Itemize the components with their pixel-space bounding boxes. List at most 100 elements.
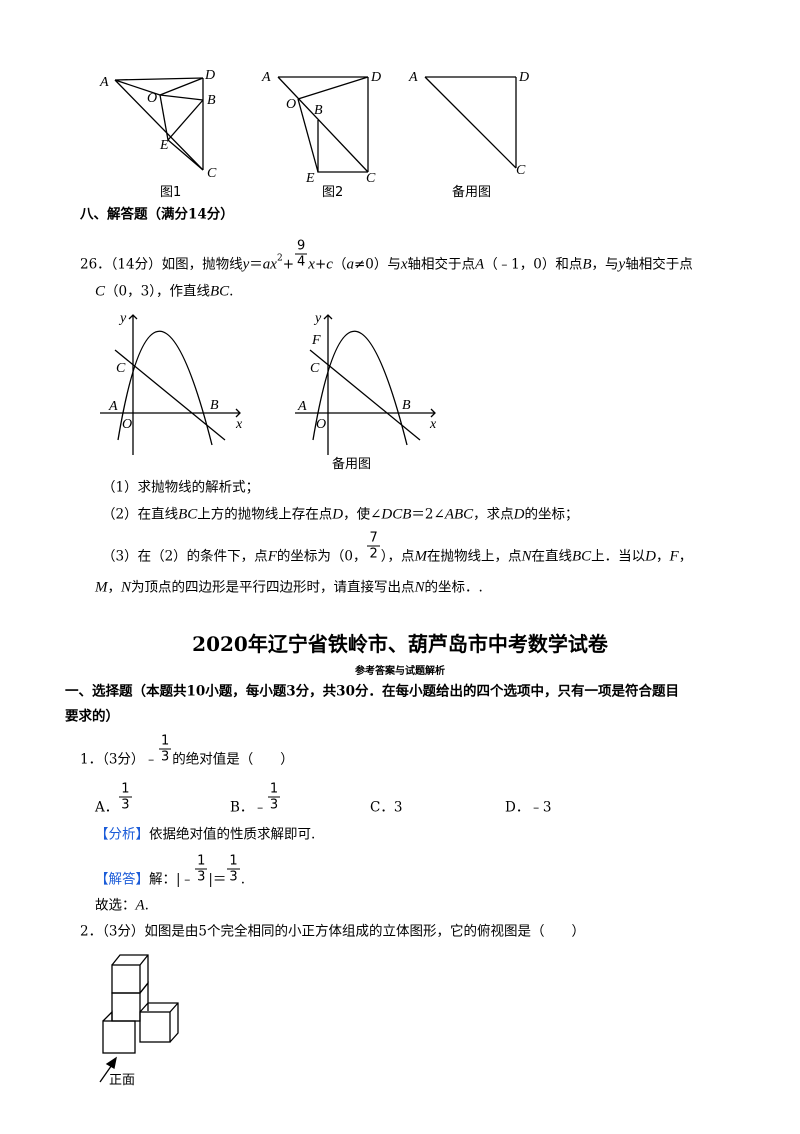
figure-label: B bbox=[210, 398, 219, 413]
figure-label: A bbox=[261, 70, 271, 85]
text: C．3 bbox=[370, 799, 403, 816]
text: 依据绝对值的性质求解即可. bbox=[149, 826, 316, 843]
figure-label: F bbox=[311, 333, 321, 348]
figure-label: B bbox=[207, 93, 216, 108]
numerator: 1 bbox=[267, 781, 281, 798]
numerator: 1 bbox=[158, 733, 172, 750]
math-variable: ABC bbox=[444, 506, 474, 523]
text-line: C （0，3），作直线 BC. bbox=[95, 283, 233, 300]
text: + bbox=[314, 256, 327, 273]
denominator: 2 bbox=[369, 546, 378, 562]
math-variable: M bbox=[95, 579, 108, 596]
figure-label: B bbox=[402, 398, 411, 413]
figure-label: C bbox=[116, 361, 126, 376]
text: D．﹣3 bbox=[505, 799, 552, 816]
math-variable: ax bbox=[262, 256, 277, 273]
text-line: C．3 bbox=[370, 801, 402, 815]
text: （﹣1，0）和点 bbox=[484, 256, 583, 273]
math-variable: y bbox=[618, 256, 626, 273]
text-line: M， N 为顶点的四边形是平行四边形时，请直接写出点 N 的坐标．. bbox=[95, 579, 483, 596]
figure-label: O bbox=[286, 97, 296, 112]
text: . bbox=[240, 871, 245, 888]
math-variable: c bbox=[326, 256, 333, 273]
text: ，求点 bbox=[473, 506, 514, 523]
figure-caption: 备用图 bbox=[452, 184, 491, 200]
figure-label: O bbox=[316, 417, 326, 432]
figure-label: D bbox=[204, 68, 215, 83]
figure-label: D bbox=[518, 70, 529, 85]
figure-label: A bbox=[108, 399, 118, 414]
text-line: （2）在直线 BC 上方的抛物线上存在点 D ，使∠ DCB ＝2∠ ABC ，求点 D 的坐标； bbox=[102, 506, 579, 523]
figure-label: O bbox=[147, 91, 157, 106]
math-variable: BC bbox=[178, 506, 198, 523]
text-line: 一、选择题（本题共10小题，每小题3分，共30分．在每小题给出的四个选项中，只有… bbox=[65, 685, 679, 699]
denominator: 4 bbox=[297, 254, 306, 270]
graph-2 bbox=[295, 314, 436, 455]
text: ＝2∠ bbox=[411, 506, 445, 523]
figure-label: C bbox=[516, 163, 526, 178]
text: 为顶点的四边形是平行四边形时，请直接写出点 bbox=[131, 579, 415, 596]
math-variable: N bbox=[414, 579, 425, 596]
text: 2．（3分）如图是由5个完全相同的小正方体组成的立体图形，它的俯视图是（ ） bbox=[80, 923, 586, 940]
heading: 八、解答题（满分14分） bbox=[80, 206, 234, 223]
figure-caption: 正面 bbox=[109, 1073, 135, 1088]
text: |＝ bbox=[208, 871, 227, 888]
heading: 要求的） bbox=[65, 708, 119, 725]
tag: 【解答】 bbox=[95, 871, 149, 888]
text: （1）求抛物线的解析式； bbox=[102, 479, 260, 496]
figure-caption: 图1 bbox=[160, 185, 181, 200]
numerator: 1 bbox=[119, 781, 132, 798]
text: 在直线 bbox=[531, 548, 573, 565]
figure-label: O bbox=[122, 417, 132, 432]
text-line: 八、解答题（满分14分） bbox=[80, 208, 234, 222]
text: ＝ bbox=[249, 256, 263, 273]
text-line: B．﹣ 1 3 bbox=[230, 783, 281, 823]
text: （2）在直线 bbox=[102, 506, 179, 523]
graph-1 bbox=[100, 314, 241, 455]
text: 轴相交于点 bbox=[625, 256, 693, 273]
math-variable: N bbox=[521, 548, 532, 565]
text-line: 【分析】 依据绝对值的性质求解即可. bbox=[95, 828, 315, 842]
math-variable: x bbox=[308, 256, 315, 273]
figure-caption: 图2 bbox=[322, 185, 343, 200]
figure-label: C bbox=[310, 361, 320, 376]
math-variable: N bbox=[121, 579, 132, 596]
text: + bbox=[282, 256, 294, 273]
text: 的绝对值是（ ） bbox=[172, 751, 294, 768]
math-variable: A bbox=[135, 897, 145, 914]
math-variable: C bbox=[95, 283, 106, 300]
answer-subtitle: 参考答案与试题解析 bbox=[355, 666, 445, 677]
text-line: 26．（14分）如图，抛物线 y ＝ ax 2 +9 4 x + c （a ≠0）与 x 轴相交于点 A （﹣… bbox=[80, 240, 693, 280]
text: 上方的抛物线上存在点 bbox=[197, 506, 333, 523]
text-line: D．﹣3 bbox=[505, 801, 551, 815]
numerator: 9 bbox=[295, 238, 308, 255]
math-variable: a bbox=[346, 256, 354, 273]
denominator: 3 bbox=[197, 869, 206, 885]
text: （ bbox=[332, 256, 347, 273]
figure-2 bbox=[277, 76, 369, 173]
denominator: 3 bbox=[121, 797, 130, 813]
math-variable: y bbox=[242, 256, 250, 273]
text: B．﹣ bbox=[230, 799, 267, 816]
math-variable: DCB bbox=[381, 506, 412, 523]
text: ， bbox=[678, 548, 693, 565]
text-line: 2．（3分）如图是由5个完全相同的小正方体组成的立体图形，它的俯视图是（ ） bbox=[80, 925, 585, 939]
math-variable: D bbox=[645, 548, 657, 565]
text-line: 要求的） bbox=[65, 710, 119, 724]
text-line: A． 1 3 bbox=[95, 783, 133, 823]
answer-title: 2020年辽宁省铁岭市、葫芦岛市中考数学试卷 bbox=[192, 632, 608, 656]
figure-label: y bbox=[313, 311, 322, 326]
denominator: 3 bbox=[160, 749, 170, 765]
text: 的坐标．. bbox=[424, 579, 483, 596]
math-variable: F bbox=[267, 548, 277, 565]
math-variable: BC bbox=[572, 548, 592, 565]
math-variable: D bbox=[513, 506, 525, 523]
math-variable: M bbox=[414, 548, 427, 565]
math-variable: BC bbox=[209, 283, 230, 300]
